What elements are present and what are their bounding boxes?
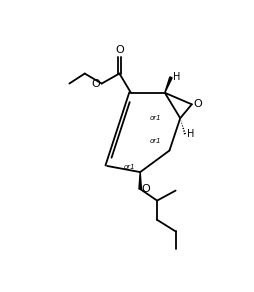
Text: or1: or1 <box>123 164 135 171</box>
Text: O: O <box>115 46 124 55</box>
Polygon shape <box>165 77 172 93</box>
Text: or1: or1 <box>149 115 161 121</box>
Polygon shape <box>139 172 141 189</box>
Text: H: H <box>187 128 195 139</box>
Text: O: O <box>92 79 101 88</box>
Text: O: O <box>142 184 150 194</box>
Text: O: O <box>193 99 202 109</box>
Text: or1: or1 <box>149 138 161 144</box>
Text: H: H <box>172 72 180 82</box>
